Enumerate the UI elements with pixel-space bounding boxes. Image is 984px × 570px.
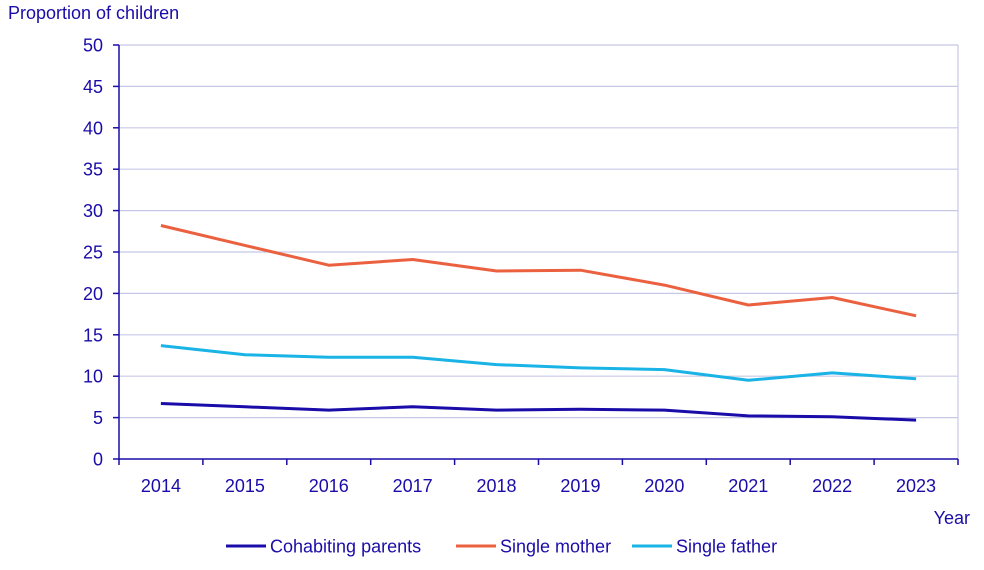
series-line-single-father: [160, 344, 917, 382]
legend-item-cohabiting-parents: Cohabiting parents: [226, 537, 421, 557]
x-tick-label: 2021: [728, 476, 768, 496]
legend: Cohabiting parents Single mother Single fa…: [226, 537, 777, 557]
legend-label: Single father: [676, 537, 777, 557]
x-tick-label: 2023: [896, 476, 936, 496]
y-tick-label: 40: [83, 118, 103, 138]
x-tick-label: 2022: [812, 476, 852, 496]
x-tick-label: 2020: [644, 476, 684, 496]
y-tick-label: 10: [83, 367, 103, 387]
legend-item-single-mother: Single mother: [456, 537, 611, 557]
y-tick-label: 15: [83, 325, 103, 345]
series-lines: [160, 224, 917, 422]
x-tick-label: 2014: [141, 476, 181, 496]
x-tick-label: 2017: [393, 476, 433, 496]
y-tick-label: 0: [93, 450, 103, 470]
y-tick-label: 30: [83, 201, 103, 221]
x-tick-label: 2016: [309, 476, 349, 496]
y-tick-label: 35: [83, 160, 103, 180]
gridlines: [119, 44, 959, 459]
legend-label: Single mother: [500, 537, 611, 557]
y-tick-label: 45: [83, 77, 103, 97]
y-tick-label: 25: [83, 243, 103, 263]
y-tick-label: 5: [93, 408, 103, 428]
legend-label: Cohabiting parents: [270, 537, 421, 557]
series-line-cohabiting-parents: [160, 402, 917, 422]
x-tick-label: 2019: [560, 476, 600, 496]
x-tick-label: 2018: [477, 476, 517, 496]
y-tick-label: 50: [83, 36, 103, 56]
axes: 0 5 10 15 20 25 30 35 40 45 50 2014 2015 2016 2017 2018…: [83, 36, 959, 496]
y-axis-title: Proportion of children: [8, 3, 179, 23]
legend-item-single-father: Single father: [632, 537, 777, 557]
x-tick-label: 2015: [225, 476, 265, 496]
series-line-single-mother: [160, 224, 917, 318]
y-tick-label: 20: [83, 284, 103, 304]
x-axis-title: Year: [934, 508, 970, 528]
